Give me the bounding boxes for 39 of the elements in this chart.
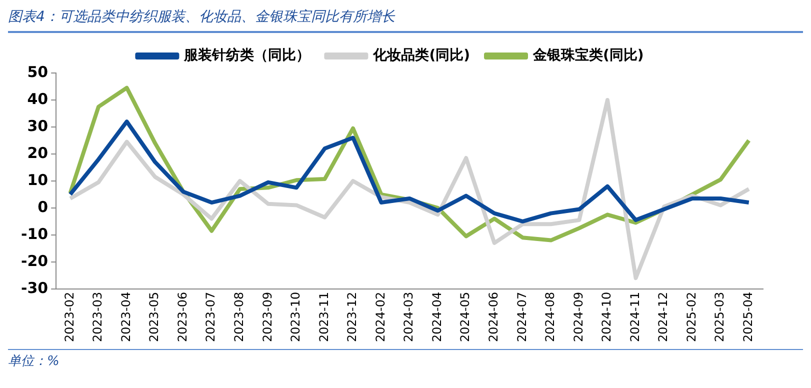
x-tick-label: 2023-12 <box>345 292 360 342</box>
x-tick-label: 2024-05 <box>458 292 472 342</box>
chart-title: 图表4：可选品类中纺织服装、化妆品、金银珠宝同比有所增长 <box>8 8 803 33</box>
x-tick-label: 2025-04 <box>740 292 755 342</box>
x-tick-label: 2024-10 <box>600 292 614 342</box>
y-tick-label: 50 <box>27 62 48 81</box>
x-tick-label: 2023-09 <box>260 292 274 342</box>
x-tick-label: 2024-04 <box>430 292 444 342</box>
y-tick-label: 30 <box>27 116 48 135</box>
x-tick-label: 2023-07 <box>204 292 218 342</box>
x-tick-label: 2023-05 <box>147 292 162 342</box>
x-tick-label: 2023-02 <box>62 292 76 342</box>
x-tick-label: 2023-11 <box>316 292 331 342</box>
x-tick-label: 2024-02 <box>373 292 388 342</box>
x-tick-label: 2025-03 <box>712 292 727 342</box>
x-tick-label: 2023-10 <box>288 292 303 342</box>
x-tick-label: 2023-04 <box>118 292 133 342</box>
x-tick-label: 2024-09 <box>571 292 586 342</box>
x-tick-label: 2025-02 <box>684 292 698 342</box>
x-tick-label: 2024-08 <box>543 292 558 342</box>
legend-label: 服装针纺类（同比） <box>183 46 310 64</box>
text: 单位：% <box>8 349 803 370</box>
x-tick-label: 2024-03 <box>402 292 416 342</box>
legend-label: 金银珠宝类(同比) <box>532 46 644 64</box>
x-tick-label: 2023-08 <box>232 292 246 342</box>
legend-label: 化妆品类(同比) <box>372 48 470 64</box>
y-tick-label: 10 <box>27 170 48 189</box>
y-tick-label: 0 <box>38 198 48 216</box>
y-tick-label: -10 <box>20 224 48 243</box>
y-tick-label: 40 <box>27 90 48 108</box>
y-tick-label: -20 <box>20 252 48 270</box>
x-tick-label: 2023-03 <box>90 292 105 342</box>
y-tick-label: 20 <box>27 144 48 162</box>
x-tick-label: 2024-11 <box>628 292 642 342</box>
x-tick-label: 2024-06 <box>486 292 501 342</box>
x-tick-label: 2023-06 <box>175 292 190 342</box>
x-tick-label: 2024-12 <box>656 292 670 342</box>
y-tick-label: -30 <box>20 278 48 297</box>
x-tick-label: 2024-07 <box>514 292 529 342</box>
